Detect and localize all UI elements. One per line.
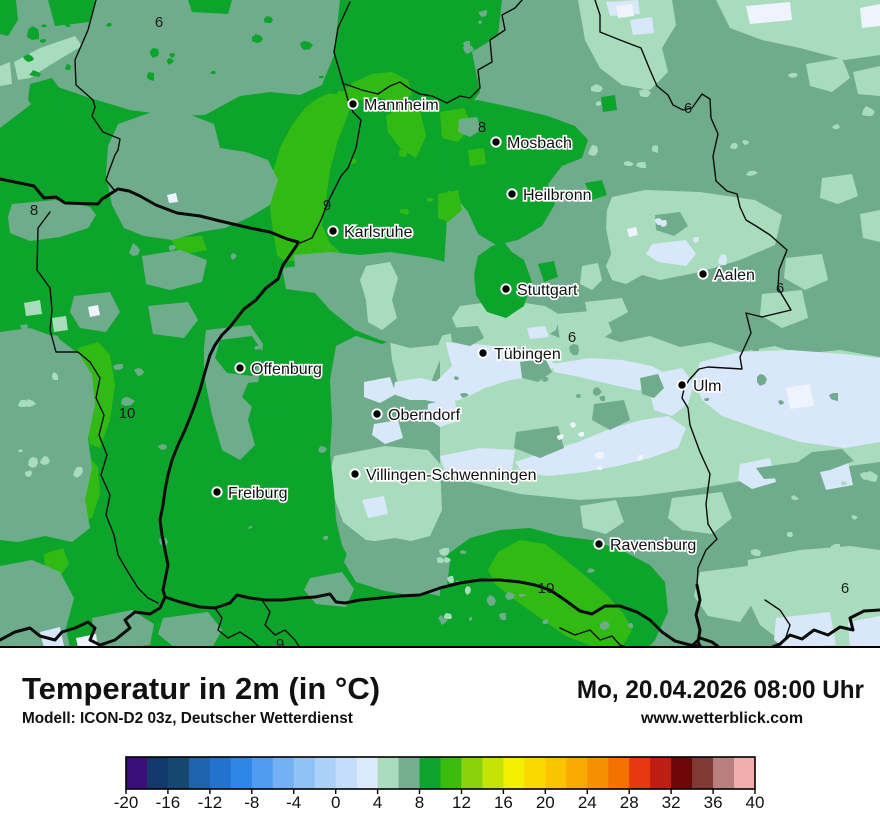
svg-text:Freiburg: Freiburg xyxy=(228,485,288,502)
svg-text:Stuttgart: Stuttgart xyxy=(517,282,578,299)
svg-text:-12: -12 xyxy=(198,793,223,812)
svg-text:-4: -4 xyxy=(286,793,301,812)
svg-text:28: 28 xyxy=(620,793,639,812)
svg-text:Offenburg: Offenburg xyxy=(251,361,322,378)
svg-text:9: 9 xyxy=(276,636,284,648)
svg-text:10: 10 xyxy=(538,580,555,597)
svg-text:9: 9 xyxy=(323,197,331,214)
svg-text:-8: -8 xyxy=(244,793,259,812)
svg-text:6: 6 xyxy=(684,100,692,117)
svg-text:Mosbach: Mosbach xyxy=(507,135,572,152)
svg-text:Villingen-Schwenningen: Villingen-Schwenningen xyxy=(366,467,537,484)
svg-text:6: 6 xyxy=(155,14,163,31)
svg-text:6: 6 xyxy=(568,329,576,346)
svg-text:Heilbronn: Heilbronn xyxy=(523,187,591,204)
svg-text:6: 6 xyxy=(841,580,849,597)
svg-text:20: 20 xyxy=(536,793,555,812)
svg-text:32: 32 xyxy=(662,793,681,812)
svg-text:Ulm: Ulm xyxy=(693,378,721,395)
svg-text:0: 0 xyxy=(331,793,340,812)
svg-text:4: 4 xyxy=(373,793,382,812)
svg-text:-16: -16 xyxy=(156,793,181,812)
svg-text:Karlsruhe: Karlsruhe xyxy=(344,224,413,241)
svg-text:8: 8 xyxy=(415,793,424,812)
svg-text:8: 8 xyxy=(478,119,486,136)
svg-text:Oberndorf: Oberndorf xyxy=(388,407,461,424)
svg-text:36: 36 xyxy=(704,793,723,812)
svg-text:Ravensburg: Ravensburg xyxy=(610,537,696,554)
svg-text:24: 24 xyxy=(578,793,597,812)
svg-text:Tübingen: Tübingen xyxy=(494,346,561,363)
svg-text:40: 40 xyxy=(746,793,765,812)
svg-text:Aalen: Aalen xyxy=(714,267,755,284)
svg-text:16: 16 xyxy=(494,793,513,812)
svg-text:6: 6 xyxy=(776,280,784,297)
svg-text:12: 12 xyxy=(452,793,471,812)
svg-text:Mannheim: Mannheim xyxy=(364,97,439,114)
svg-text:10: 10 xyxy=(119,405,136,422)
svg-text:-20: -20 xyxy=(114,793,139,812)
svg-text:8: 8 xyxy=(30,202,38,219)
